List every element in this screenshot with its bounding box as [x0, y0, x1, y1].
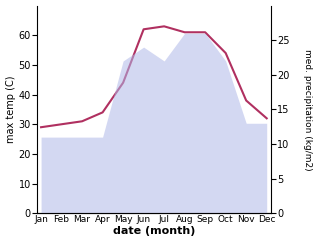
X-axis label: date (month): date (month) [113, 227, 195, 236]
Y-axis label: max temp (C): max temp (C) [5, 76, 16, 143]
Y-axis label: med. precipitation (kg/m2): med. precipitation (kg/m2) [303, 49, 313, 170]
